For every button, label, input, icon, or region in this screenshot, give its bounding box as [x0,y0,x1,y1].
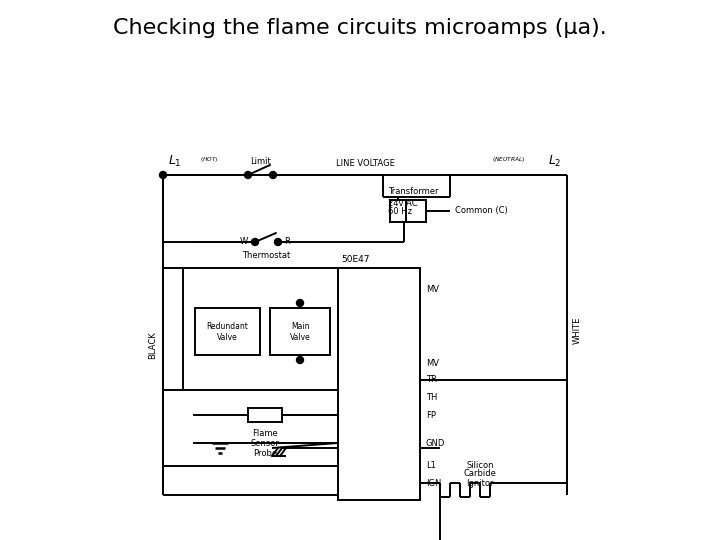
Text: 24v AC: 24v AC [388,199,418,207]
Text: MV: MV [426,359,439,368]
Text: MV: MV [426,286,439,294]
Text: WHITE: WHITE [572,316,582,343]
Text: IGN: IGN [426,478,441,488]
Circle shape [251,239,258,246]
Text: 50E47: 50E47 [342,254,370,264]
Bar [338,268,420,500]
Text: Flame: Flame [252,429,278,437]
Text: FP: FP [426,410,436,420]
Bar [183,268,338,390]
Text: TH: TH [426,394,437,402]
Text: Silicon: Silicon [467,461,494,469]
Bar [248,408,282,422]
Text: Thermostat: Thermostat [243,251,291,260]
Bar [390,200,406,222]
Bar [195,308,260,355]
Text: L1: L1 [426,462,436,470]
Circle shape [245,172,251,179]
Text: Carbide: Carbide [464,469,496,478]
Text: 60 Hz: 60 Hz [388,207,412,217]
Text: Limit: Limit [250,157,271,165]
Text: Common (C): Common (C) [455,206,508,215]
Text: R: R [284,238,290,246]
Bar [270,308,330,355]
Text: Valve: Valve [289,333,310,342]
Circle shape [160,172,166,179]
Text: TR: TR [426,375,437,384]
Text: Ignitor: Ignitor [467,478,494,488]
Text: Redundant: Redundant [207,322,248,331]
Circle shape [297,356,304,363]
Text: $L_1$: $L_1$ [168,153,182,168]
Text: $_{(NEUTRAL)}$: $_{(NEUTRAL)}$ [492,156,525,166]
Circle shape [274,239,282,246]
Text: Probe: Probe [253,449,277,457]
Text: Main: Main [291,322,310,331]
Text: Sensor: Sensor [251,438,279,448]
Text: Transformer: Transformer [388,187,438,197]
Text: LINE VOLTAGE: LINE VOLTAGE [336,159,395,167]
Bar [406,200,426,222]
Text: Checking the flame circuits microamps (μa).: Checking the flame circuits microamps (μ… [113,18,607,38]
Text: W: W [240,238,248,246]
Text: $_{(HOT)}$: $_{(HOT)}$ [200,156,219,166]
Circle shape [269,172,276,179]
Text: Valve: Valve [217,333,238,342]
Text: $L_2$: $L_2$ [548,153,562,168]
Text: GND: GND [426,438,446,448]
Circle shape [297,300,304,307]
Text: BLACK: BLACK [148,331,158,359]
